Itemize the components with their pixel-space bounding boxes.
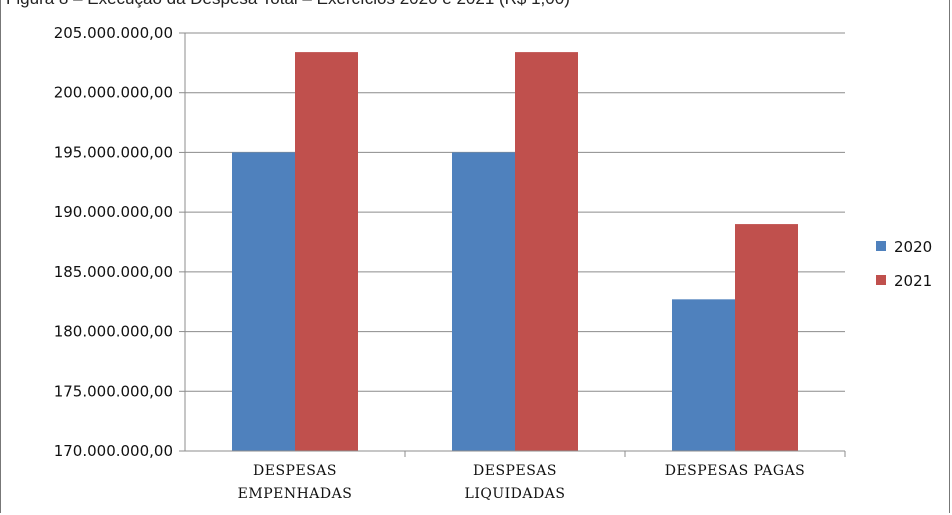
bar-2021-1	[515, 52, 578, 451]
y-tick-label: 185.000.000,00	[54, 263, 173, 281]
x-tick-label: DESPESAS	[253, 463, 337, 479]
x-tick-label: LIQUIDADAS	[465, 486, 566, 502]
x-tick-label: DESPESAS	[473, 463, 557, 479]
y-tick-label: 175.000.000,00	[54, 382, 173, 400]
bar-2021-2	[735, 224, 798, 451]
y-tick-label: 195.000.000,00	[54, 143, 173, 161]
bar-2021-0	[295, 52, 358, 451]
x-tick-label: EMPENHADAS	[238, 486, 353, 502]
x-axis: DESPESAS EMPENHADAS DESPESAS LIQUIDADAS DESP…	[185, 450, 846, 502]
x-tick-label: DESPESAS PAGAS	[665, 463, 806, 479]
y-axis: 170.000.000,00 175.000.000,00 180.000.000,…	[54, 24, 186, 460]
y-tick-label: 170.000.000,00	[54, 442, 173, 460]
y-tick-label: 205.000.000,00	[54, 24, 173, 42]
legend-swatch-2021	[876, 275, 886, 285]
legend-label-2021: 2021	[894, 272, 932, 290]
y-tick-label: 180.000.000,00	[54, 323, 173, 341]
legend-label-2020: 2020	[894, 238, 932, 256]
bar-2020-1	[452, 152, 515, 451]
chart-caption: Figura 8 – Execução da Despesa Total – E…	[6, 0, 950, 9]
legend: 2020 2021	[876, 238, 932, 290]
bar-2020-2	[672, 299, 735, 451]
y-tick-label: 200.000.000,00	[54, 84, 173, 102]
legend-swatch-2020	[876, 241, 886, 251]
bars	[232, 52, 798, 451]
bar-2020-0	[232, 152, 295, 451]
y-tick-label: 190.000.000,00	[54, 203, 173, 221]
